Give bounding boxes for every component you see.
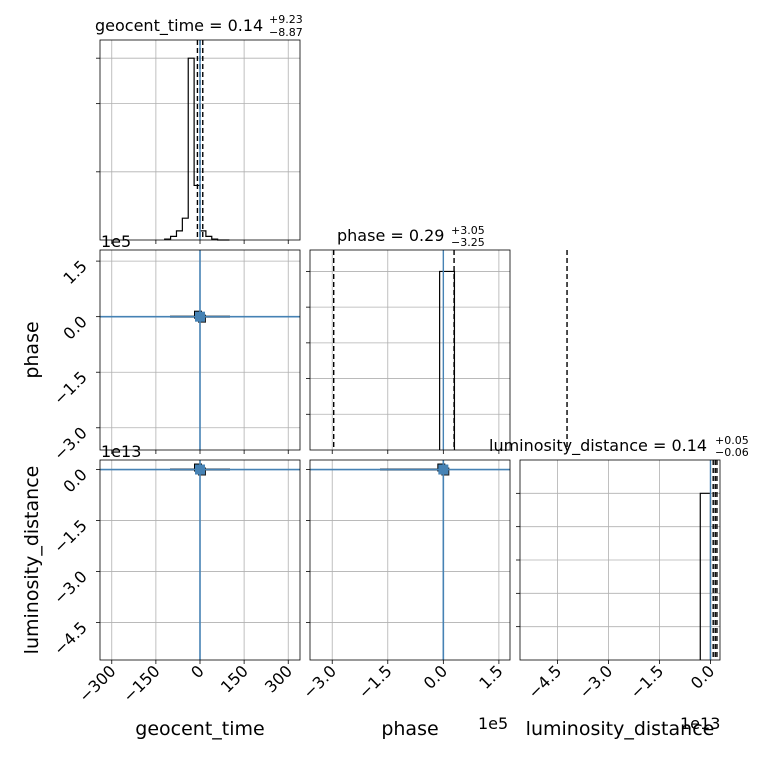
x-tick-label: −3.0: [299, 661, 340, 702]
x-tick-label: 0.0: [420, 661, 451, 692]
title-phase-minus: −3.25: [451, 236, 485, 249]
title-prefix: luminosity_distance =: [489, 436, 671, 456]
panel-frame: [309, 459, 511, 661]
truth-marker: [438, 464, 449, 475]
histogram-steps: [439, 270, 456, 450]
offset-phase-xaxis: 1e5: [478, 714, 508, 733]
xlabel-luminosity_distance: luminosity_distance: [526, 718, 715, 740]
title-geocent_time-minus: −8.87: [269, 26, 303, 39]
x-tick-label: −4.5: [524, 661, 565, 702]
title-luminosity_distance: luminosity_distance = 0.14: [489, 436, 707, 456]
x-tick-label: 0: [187, 661, 208, 682]
x-tick-label: 150: [217, 661, 252, 696]
panel-geocent_time-histogram: [96, 39, 301, 244]
panel-luminosity_distance-histogram: −4.5 −3.0 −1.5 0.0: [516, 459, 721, 702]
offset-phase-row: 1e5: [101, 232, 131, 251]
x-tick-label: 300: [261, 661, 296, 696]
x-tick-label: 1.5: [475, 661, 506, 692]
title-value: 0.14: [671, 436, 707, 455]
title-geocent_time: geocent_time = 0.14: [95, 16, 263, 36]
title-value: 0.14: [228, 16, 264, 35]
title-luminosity_distance-plus: +0.05: [715, 434, 749, 447]
histogram-steps: [164, 57, 230, 241]
panel-frame: [309, 249, 511, 451]
title-prefix: phase =: [337, 226, 409, 245]
x-tick-label: −1.5: [355, 661, 396, 702]
title-phase-plus: +3.05: [451, 224, 485, 237]
title-phase: phase = 0.29: [337, 226, 444, 245]
y-tick-label: 0.0: [59, 312, 90, 343]
truth-marker: [195, 464, 205, 475]
y-tick-label: −3.0: [50, 567, 91, 608]
ylabel-phase: phase: [21, 321, 43, 378]
offset-luminosity_distance-xaxis: 1e13: [680, 714, 720, 733]
y-tick-label: −1.5: [50, 368, 91, 409]
y-tick-label: −1.5: [50, 516, 91, 557]
panel-phase-histogram: [306, 249, 568, 454]
x-tick-label: 0.0: [687, 661, 718, 692]
panel-phase-vs-geocent_time: −3.0 −1.5 0.0 1.5: [50, 249, 301, 464]
title-luminosity_distance-minus: −0.06: [715, 446, 749, 459]
xlabel-phase: phase: [381, 718, 438, 740]
panel-luminosity_distance-vs-phase: −3.0 −1.5 0.0 1.5: [299, 459, 511, 702]
title-prefix: geocent_time =: [95, 16, 228, 36]
y-tick-label: 0.0: [59, 465, 90, 496]
panel-luminosity_distance-vs-geocent_time: −300 −150 0 150 300 −4.5 −3.0 −1.5 0.0: [50, 459, 301, 706]
histogram-steps: [699, 492, 712, 660]
x-tick-label: −300: [75, 661, 120, 706]
title-geocent_time-plus: +9.23: [269, 13, 303, 26]
y-tick-label: −4.5: [50, 618, 91, 659]
ylabel-luminosity_distance: luminosity_distance: [21, 466, 43, 655]
x-tick-label: −1.5: [626, 661, 667, 702]
x-tick-label: −3.0: [575, 661, 616, 702]
x-tick-label: −150: [119, 661, 164, 706]
y-tick-label: 1.5: [59, 257, 90, 288]
xlabel-geocent_time: geocent_time: [135, 718, 264, 740]
y-tick-label: −3.0: [50, 423, 91, 464]
title-value: 0.29: [409, 226, 445, 245]
truth-marker: [195, 311, 205, 322]
offset-luminosity_distance-row: 1e13: [101, 442, 141, 461]
